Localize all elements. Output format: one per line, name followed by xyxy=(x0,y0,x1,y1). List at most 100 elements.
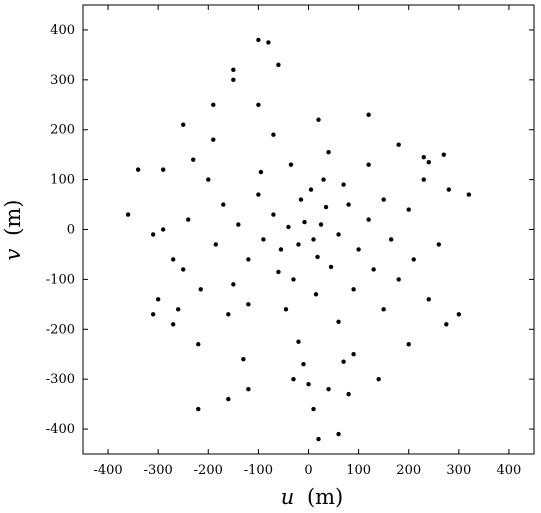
data-point xyxy=(436,242,441,247)
y-tick-label: -100 xyxy=(46,272,75,287)
data-point xyxy=(336,319,341,324)
data-point xyxy=(160,167,166,172)
data-point xyxy=(321,177,326,182)
x-axis-ticks: -400 -300 -200 -100 0 100 200 300 400 xyxy=(93,5,521,478)
data-point xyxy=(181,122,186,127)
y-tick-label: 100 xyxy=(50,173,75,188)
data-point xyxy=(186,217,191,222)
data-point xyxy=(286,224,291,230)
data-point xyxy=(246,386,251,392)
data-point xyxy=(351,287,356,292)
data-point xyxy=(298,197,304,202)
data-point xyxy=(346,202,351,207)
x-tick-label: 100 xyxy=(346,463,371,478)
data-point xyxy=(288,162,294,167)
data-point xyxy=(318,222,324,227)
data-point xyxy=(376,376,381,382)
data-point xyxy=(311,406,316,412)
data-point xyxy=(291,376,296,382)
data-point xyxy=(326,149,331,155)
y-axis-variable: v xyxy=(1,248,25,260)
data-point xyxy=(388,237,394,242)
data-point xyxy=(135,167,141,172)
data-point xyxy=(296,339,301,344)
data-point xyxy=(341,182,346,187)
data-point xyxy=(396,277,401,282)
data-point xyxy=(396,142,401,147)
x-tick-label: 400 xyxy=(497,463,522,478)
data-point xyxy=(181,267,186,272)
data-point xyxy=(276,269,281,275)
data-point xyxy=(196,342,201,347)
data-points xyxy=(125,37,472,442)
y-tick-label: -400 xyxy=(46,422,75,437)
data-point xyxy=(411,257,416,262)
data-point xyxy=(271,132,276,137)
data-point xyxy=(246,257,251,262)
data-point xyxy=(236,222,241,227)
data-point xyxy=(336,431,341,437)
data-point xyxy=(466,192,472,197)
data-point xyxy=(441,152,446,157)
data-point xyxy=(226,312,231,317)
data-point xyxy=(150,312,156,317)
data-point xyxy=(226,396,231,402)
data-point xyxy=(171,257,176,262)
data-point xyxy=(296,242,301,247)
x-tick-label: 200 xyxy=(396,463,421,478)
data-point xyxy=(261,237,266,242)
data-point xyxy=(328,264,334,270)
data-point xyxy=(198,287,203,292)
y-tick-label: 200 xyxy=(50,123,75,138)
data-point xyxy=(266,40,271,45)
data-point xyxy=(191,157,196,162)
data-point xyxy=(246,302,251,307)
data-point xyxy=(381,197,386,202)
data-point xyxy=(323,204,329,210)
data-point xyxy=(426,159,431,165)
data-point xyxy=(276,62,281,68)
y-axis-unit: (m) xyxy=(1,200,25,236)
x-tick-label: -100 xyxy=(244,463,273,478)
y-tick-label: 0 xyxy=(67,223,75,238)
data-point xyxy=(308,187,314,192)
data-point xyxy=(406,207,411,212)
data-point xyxy=(316,436,321,442)
data-point xyxy=(171,322,176,327)
y-tick-label: -300 xyxy=(46,372,75,387)
data-point xyxy=(211,102,216,107)
data-point xyxy=(302,219,307,225)
x-tick-label: 0 xyxy=(304,463,312,478)
data-point xyxy=(366,162,371,167)
data-point xyxy=(271,212,276,217)
data-point xyxy=(456,312,462,317)
data-point xyxy=(346,391,351,397)
data-point xyxy=(446,187,452,192)
x-axis-unit: (m) xyxy=(307,485,343,509)
data-point xyxy=(241,357,246,362)
data-point xyxy=(256,37,261,43)
data-point xyxy=(356,247,361,252)
data-point xyxy=(196,406,201,412)
data-point xyxy=(231,77,236,83)
data-point xyxy=(444,322,449,327)
data-point xyxy=(301,362,306,367)
data-point xyxy=(341,359,346,364)
plot-frame xyxy=(82,4,535,455)
x-tick-label: 300 xyxy=(446,463,471,478)
data-point xyxy=(426,297,431,302)
data-point xyxy=(176,307,181,312)
data-point xyxy=(366,112,371,117)
x-tick-label: -200 xyxy=(194,463,223,478)
data-point xyxy=(231,67,236,73)
y-tick-label: -200 xyxy=(46,322,75,337)
data-point xyxy=(306,381,311,387)
x-axis-title: u (m) xyxy=(281,485,344,509)
data-point xyxy=(221,202,226,207)
data-point xyxy=(381,307,386,312)
data-point xyxy=(336,232,341,237)
data-point xyxy=(155,297,161,302)
y-axis-ticks: 400 300 200 100 0 -100 -200 -300 -400 xyxy=(46,23,534,437)
y-tick-label: 400 xyxy=(50,23,75,38)
